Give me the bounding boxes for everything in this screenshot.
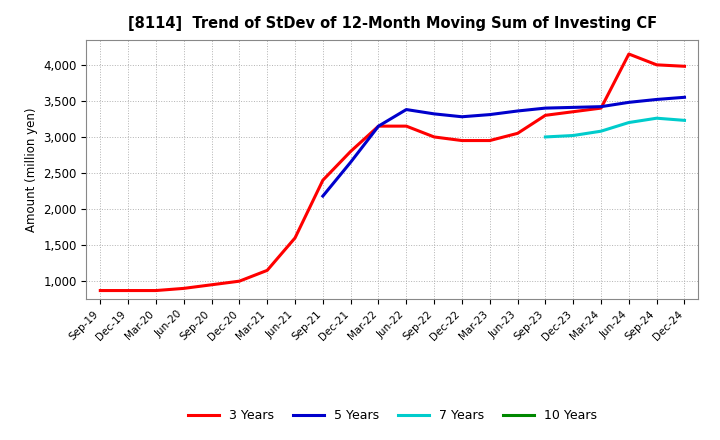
Y-axis label: Amount (million yen): Amount (million yen) [24, 107, 37, 231]
Title: [8114]  Trend of StDev of 12-Month Moving Sum of Investing CF: [8114] Trend of StDev of 12-Month Moving… [128, 16, 657, 32]
Legend: 3 Years, 5 Years, 7 Years, 10 Years: 3 Years, 5 Years, 7 Years, 10 Years [183, 404, 602, 427]
